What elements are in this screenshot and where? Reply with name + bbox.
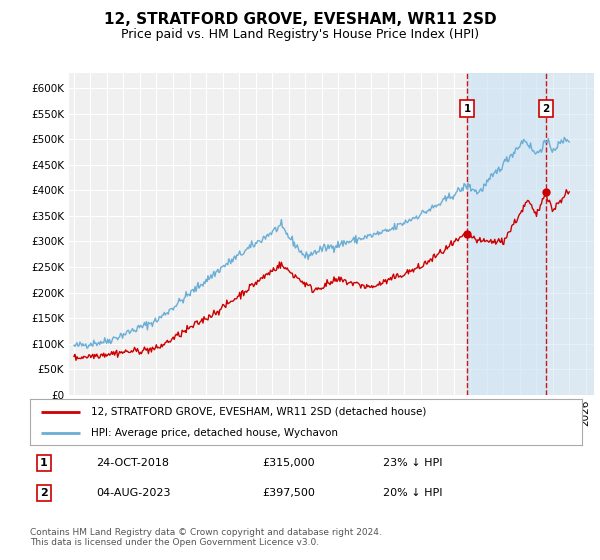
Text: 2: 2	[542, 104, 550, 114]
Text: £397,500: £397,500	[262, 488, 315, 498]
Text: £315,000: £315,000	[262, 458, 314, 468]
Bar	[467, 73, 546, 395]
Bar	[546, 73, 594, 395]
Text: 1: 1	[40, 458, 47, 468]
Text: 12, STRATFORD GROVE, EVESHAM, WR11 2SD (detached house): 12, STRATFORD GROVE, EVESHAM, WR11 2SD (…	[91, 407, 426, 417]
Text: 23% ↓ HPI: 23% ↓ HPI	[383, 458, 443, 468]
Text: Contains HM Land Registry data © Crown copyright and database right 2024.
This d: Contains HM Land Registry data © Crown c…	[30, 528, 382, 547]
Text: 2: 2	[40, 488, 47, 498]
Text: Price paid vs. HM Land Registry's House Price Index (HPI): Price paid vs. HM Land Registry's House …	[121, 28, 479, 41]
Text: HPI: Average price, detached house, Wychavon: HPI: Average price, detached house, Wych…	[91, 428, 338, 438]
Text: 20% ↓ HPI: 20% ↓ HPI	[383, 488, 443, 498]
Text: 24-OCT-2018: 24-OCT-2018	[96, 458, 169, 468]
Text: 04-AUG-2023: 04-AUG-2023	[96, 488, 171, 498]
Text: 12, STRATFORD GROVE, EVESHAM, WR11 2SD: 12, STRATFORD GROVE, EVESHAM, WR11 2SD	[104, 12, 496, 27]
Bar	[546, 73, 594, 395]
Text: 1: 1	[464, 104, 471, 114]
